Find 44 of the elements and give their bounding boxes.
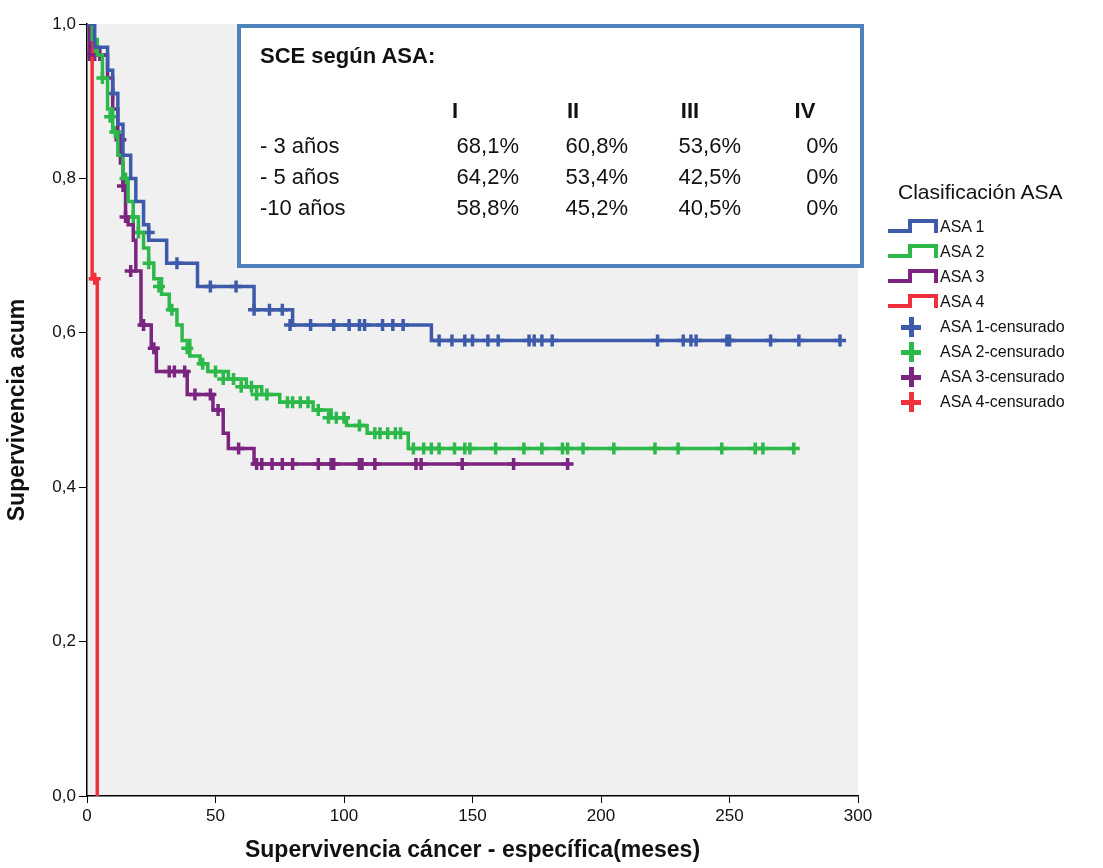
annotation: 53,4%: [565, 164, 628, 190]
annotation: 58,8%: [456, 195, 519, 221]
x-axis-title: Supervivencia cáncer - específica(meses): [244, 835, 701, 862]
annotation: 68,1%: [456, 133, 519, 159]
y-tick-label: 0,4: [52, 476, 76, 496]
x-tick-label: 100: [329, 805, 359, 825]
legend-label: ASA 2: [940, 242, 985, 261]
annotation: - 5 años: [260, 164, 340, 190]
legend-label: ASA 3: [940, 267, 985, 286]
x-tick-label: 150: [458, 805, 487, 825]
annotation: 42,5%: [678, 164, 741, 190]
annotation: IV: [794, 98, 816, 124]
annotation: I: [451, 98, 459, 124]
legend-label: ASA 3-censurado: [940, 367, 1065, 386]
y-axis-title: Supervivencia acum: [3, 298, 30, 522]
y-tick-label: 0,0: [52, 785, 76, 805]
annotation: SCE según ASA:: [260, 43, 436, 69]
y-tick-label: 1,0: [52, 13, 76, 33]
annotation: 60,8%: [565, 133, 628, 159]
legend-label: ASA 1: [940, 217, 985, 236]
legend-label: ASA 1-censurado: [940, 317, 1065, 336]
annotation: 45,2%: [565, 195, 628, 221]
annotation: 0%: [806, 195, 838, 221]
x-tick-label: 50: [206, 805, 225, 825]
annotation: -10 años: [260, 195, 346, 221]
x-tick-label: 0: [82, 805, 92, 825]
annotation: - 3 años: [260, 133, 340, 159]
x-tick-label: 250: [715, 805, 744, 825]
y-tick-label: 0,2: [52, 631, 76, 651]
annotation: III: [680, 98, 700, 124]
annotation: 0%: [806, 164, 838, 190]
annotation: II: [566, 98, 580, 124]
legend-label: ASA 4: [940, 292, 985, 311]
annotation: 40,5%: [678, 195, 741, 221]
legend-label: ASA 2-censurado: [940, 342, 1065, 361]
annotation: 53,6%: [678, 133, 741, 159]
legend-title: Clasificación ASA: [898, 180, 1064, 204]
x-tick-label: 300: [843, 805, 873, 825]
y-tick-label: 0,8: [52, 168, 76, 188]
annotation: 0%: [806, 133, 838, 159]
y-tick-label: 0,6: [52, 322, 76, 342]
annotation: 64,2%: [456, 164, 519, 190]
legend-label: ASA 4-censurado: [940, 392, 1065, 411]
x-tick-label: 200: [586, 805, 616, 825]
